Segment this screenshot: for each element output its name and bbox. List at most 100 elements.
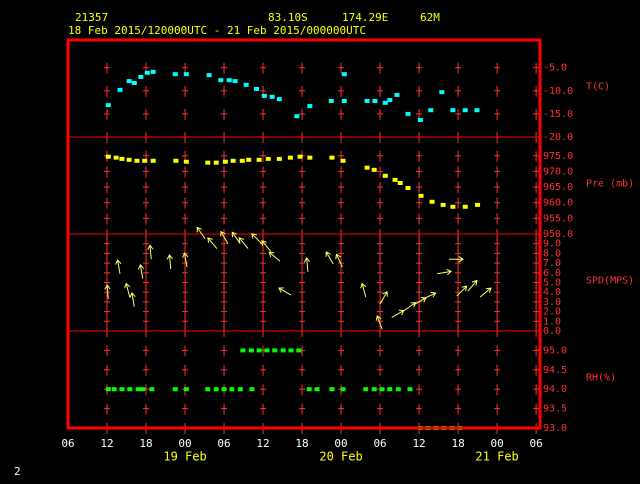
grid-cross — [377, 213, 384, 225]
grid-cross — [221, 108, 228, 120]
grid-cross — [260, 166, 267, 178]
wind-arrow — [325, 251, 334, 265]
data-point — [232, 79, 238, 84]
data-point — [341, 72, 347, 77]
grid-cross — [494, 364, 501, 376]
data-point — [314, 387, 320, 392]
grid-cross — [455, 316, 462, 328]
grid-cross — [182, 345, 189, 357]
grid-cross — [182, 238, 189, 250]
grid-cross — [416, 287, 423, 299]
wind-arrow — [403, 302, 417, 312]
grid-cross — [260, 306, 267, 318]
grid-cross — [416, 85, 423, 97]
data-point — [371, 167, 377, 172]
grid-cross — [377, 306, 384, 318]
grid-cross — [377, 296, 384, 308]
grid-cross — [494, 238, 501, 250]
data-point — [230, 158, 236, 163]
data-point — [395, 387, 401, 392]
grid-cross — [182, 403, 189, 415]
grid-cross — [299, 213, 306, 225]
data-point — [439, 90, 445, 95]
data-point — [246, 157, 252, 162]
longitude: 174.29E — [342, 11, 388, 24]
x-tick-label: 12 — [256, 437, 269, 450]
x-tick-label: 18 — [451, 437, 464, 450]
grid-cross — [416, 345, 423, 357]
data-point — [296, 348, 302, 353]
grid-cross — [455, 277, 462, 289]
wind-arrow — [278, 287, 292, 296]
grid-cross — [143, 213, 150, 225]
grid-cross — [533, 85, 540, 97]
grid-cross — [416, 306, 423, 318]
data-point — [172, 72, 178, 77]
y-tick-label: -5.0 — [543, 63, 567, 74]
grid-cross — [416, 238, 423, 250]
grid-cross — [104, 306, 111, 318]
grid-cross — [182, 306, 189, 318]
y-tick-label: 8.0 — [543, 248, 561, 259]
grid-cross — [143, 296, 150, 308]
wind-arrow — [196, 226, 206, 240]
data-point — [229, 387, 235, 392]
grid-cross — [494, 150, 501, 162]
grid-cross — [299, 182, 306, 194]
y-tick-label: 93.0 — [543, 423, 567, 434]
data-point — [475, 202, 481, 207]
grid-cross — [104, 248, 111, 260]
panel-label: RH(%) — [586, 373, 616, 384]
wind-arrow — [220, 230, 229, 244]
data-point — [341, 98, 347, 103]
grid-cross — [221, 213, 228, 225]
y-tick-label: 94.5 — [543, 365, 567, 376]
wind-arrow — [360, 282, 367, 298]
y-tick-label: 3.0 — [543, 297, 561, 308]
grid-cross — [182, 364, 189, 376]
data-point — [261, 93, 267, 98]
grid-cross — [338, 213, 345, 225]
grid-cross — [455, 197, 462, 209]
y-tick-label: 5.0 — [543, 278, 561, 289]
grid-cross — [494, 345, 501, 357]
grid-cross — [455, 364, 462, 376]
grid-cross — [377, 287, 384, 299]
grid-cross — [221, 296, 228, 308]
grid-cross — [338, 296, 345, 308]
grid-cross — [221, 267, 228, 279]
grid-cross — [494, 277, 501, 289]
data-point — [140, 387, 146, 392]
grid-cross — [104, 403, 111, 415]
grid-cross — [260, 296, 267, 308]
grid-cross — [533, 213, 540, 225]
grid-cross — [494, 62, 501, 74]
data-point — [387, 98, 393, 103]
wind-arrow — [467, 279, 478, 292]
data-point — [364, 98, 370, 103]
grid-cross — [377, 166, 384, 178]
grid-cross — [338, 277, 345, 289]
grid-cross — [182, 267, 189, 279]
wind-arrow — [391, 309, 405, 318]
grid-cross — [104, 85, 111, 97]
grid-cross — [299, 238, 306, 250]
grid-cross — [104, 182, 111, 194]
grid-cross — [221, 62, 228, 74]
grid-cross — [299, 306, 306, 318]
grid-cross — [221, 306, 228, 318]
grid-cross — [455, 258, 462, 270]
grid-cross — [260, 62, 267, 74]
grid-cross — [182, 108, 189, 120]
grid-cross — [533, 403, 540, 415]
panel-label: Pre (mb) — [586, 179, 634, 190]
latitude: 83.10S — [268, 11, 308, 24]
data-point — [131, 80, 137, 85]
y-tick-label: 2.0 — [543, 307, 561, 318]
data-point — [149, 387, 155, 392]
data-point — [264, 348, 270, 353]
data-point — [256, 348, 262, 353]
data-point — [371, 387, 377, 392]
grid-cross — [416, 150, 423, 162]
data-point — [221, 387, 227, 392]
